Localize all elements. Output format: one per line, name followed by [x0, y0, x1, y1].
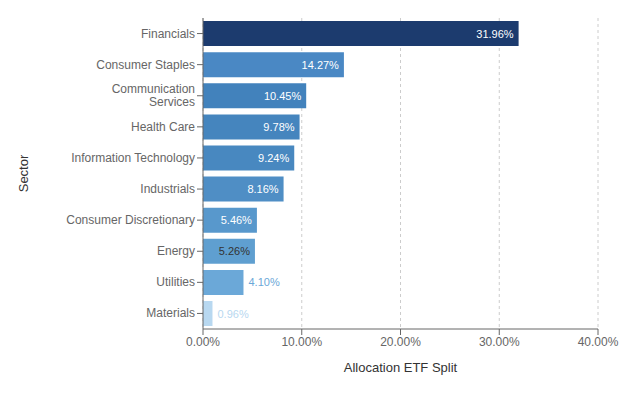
svg-text:Consumer Discretionary: Consumer Discretionary — [66, 213, 195, 227]
svg-text:8.16%: 8.16% — [247, 183, 278, 195]
svg-text:Consumer Staples: Consumer Staples — [96, 58, 195, 72]
svg-text:0.96%: 0.96% — [217, 308, 248, 320]
svg-text:40.00%: 40.00% — [578, 335, 619, 349]
svg-text:5.26%: 5.26% — [219, 245, 250, 257]
svg-text:9.78%: 9.78% — [263, 121, 294, 133]
svg-text:30.00%: 30.00% — [479, 335, 520, 349]
svg-text:4.10%: 4.10% — [248, 276, 279, 288]
svg-text:Sector: Sector — [16, 154, 31, 192]
svg-text:31.96%: 31.96% — [476, 28, 514, 40]
svg-text:20.00%: 20.00% — [380, 335, 421, 349]
svg-text:10.00%: 10.00% — [281, 335, 322, 349]
svg-text:Financials: Financials — [141, 27, 195, 41]
svg-text:Materials: Materials — [146, 306, 195, 320]
svg-text:0.00%: 0.00% — [186, 335, 220, 349]
svg-text:14.27%: 14.27% — [302, 59, 340, 71]
svg-text:Utilities: Utilities — [156, 275, 195, 289]
svg-text:Information Technology: Information Technology — [71, 151, 195, 165]
svg-text:5.46%: 5.46% — [221, 214, 252, 226]
svg-text:10.45%: 10.45% — [264, 90, 302, 102]
svg-text:9.24%: 9.24% — [258, 152, 289, 164]
svg-text:Energy: Energy — [157, 244, 195, 258]
svg-text:Industrials: Industrials — [140, 182, 195, 196]
svg-text:Health Care: Health Care — [131, 120, 195, 134]
svg-text:Allocation ETF Split: Allocation ETF Split — [344, 360, 458, 375]
svg-text:CommunicationServices: CommunicationServices — [112, 82, 195, 109]
